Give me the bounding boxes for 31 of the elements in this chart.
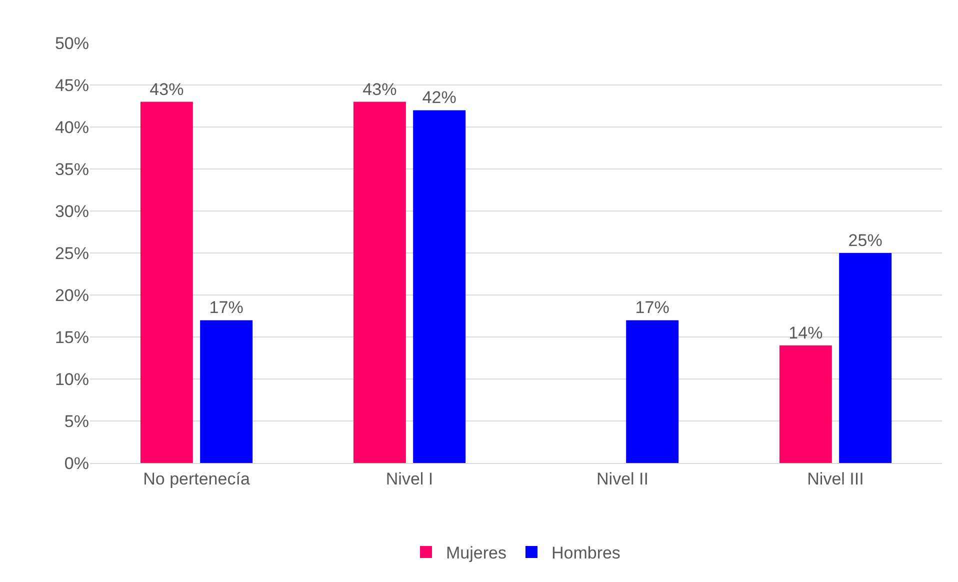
- data-label: 42%: [422, 88, 456, 108]
- y-tick-label: 15%: [54, 328, 89, 347]
- y-tick-label: 10%: [54, 370, 89, 389]
- y-tick-label: 25%: [54, 244, 89, 263]
- data-label: 43%: [362, 80, 397, 99]
- data-label: 14%: [788, 323, 823, 342]
- bar: [626, 320, 679, 463]
- x-tick-label: Nivel II: [596, 469, 648, 488]
- y-tick-label: 30%: [54, 202, 89, 221]
- bar: [140, 102, 193, 463]
- y-tick-label: 50%: [54, 34, 89, 53]
- y-tick-label: 45%: [54, 76, 89, 95]
- data-label: 25%: [848, 231, 882, 250]
- y-tick-label: 20%: [54, 286, 89, 305]
- y-tick-label: 35%: [54, 160, 89, 179]
- bar: [200, 320, 253, 463]
- bar: [413, 110, 466, 463]
- data-label: 17%: [209, 298, 244, 318]
- data-label: 17%: [635, 298, 670, 318]
- x-tick-label: Nivel I: [386, 469, 434, 488]
- y-tick-label: 40%: [54, 118, 89, 137]
- legend-label: Mujeres: [446, 544, 506, 563]
- y-tick-label: 5%: [64, 412, 89, 431]
- legend-label: Hombres: [551, 544, 620, 563]
- bar: [779, 345, 832, 463]
- x-tick-label: No pertenecía: [143, 469, 250, 488]
- bar: [839, 253, 892, 463]
- bar: [353, 102, 406, 463]
- y-tick-label: 0%: [64, 454, 89, 473]
- data-label: 43%: [150, 80, 184, 99]
- x-tick-label: Nivel III: [807, 469, 864, 488]
